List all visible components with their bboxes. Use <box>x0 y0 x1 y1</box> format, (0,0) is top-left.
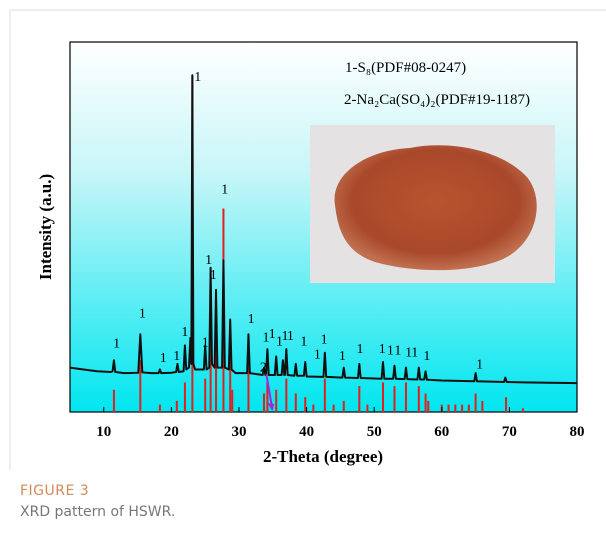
peak-label: 1 <box>339 349 346 364</box>
xrd-line <box>69 74 578 385</box>
x-tick-label: 50 <box>367 424 382 440</box>
plot <box>69 74 578 412</box>
peak-label: 1 <box>387 344 394 359</box>
x-tick-label: 20 <box>164 424 179 440</box>
peak-label: 1 <box>210 268 217 283</box>
peak-label: 1 <box>276 334 283 349</box>
peak-label: 1 <box>113 336 120 351</box>
y-axis-label: Intensity (a.u.) <box>36 174 55 280</box>
peak-label: 1 <box>423 349 430 364</box>
peak-label: 1 <box>300 334 307 349</box>
peak-label: 1 <box>181 325 188 340</box>
peak-label: 1 <box>248 312 255 327</box>
caption-text: XRD pattern of HSWR. <box>20 504 176 520</box>
x-axis-label: 2-Theta (degree) <box>263 447 383 466</box>
peak-label: 1 <box>281 329 288 344</box>
peak-label: 1 <box>194 70 201 85</box>
peak-label: 1 <box>357 342 364 357</box>
photo <box>310 125 555 283</box>
peak-label: 1 <box>205 253 212 268</box>
peak-label: 1 <box>314 347 321 362</box>
peak-label: 1 <box>263 331 270 346</box>
peak-label: 1 <box>411 346 418 361</box>
arrow <box>265 374 274 410</box>
peak-label: 1 <box>139 307 146 322</box>
peak-label: 1 <box>269 327 276 342</box>
legend-text: 2-Na₂Ca(SO₄)₂(PDF#19-1187) <box>344 92 530 108</box>
peak-label: 1 <box>202 336 209 351</box>
peak-label: 1 <box>394 344 401 359</box>
peak-label: 1 <box>221 183 228 198</box>
peak-label: 2 <box>260 360 267 375</box>
arrow-head <box>267 403 275 411</box>
x-tick-label: 60 <box>434 424 449 440</box>
x-tick-label: 30 <box>232 424 247 440</box>
x-tick-label: 80 <box>570 424 585 440</box>
peak-label: 1 <box>476 358 483 373</box>
x-tick-label: 10 <box>96 424 111 440</box>
chart: 1-S₈(PDF#08-0247) 2-Na₂Ca(SO₄)₂(PDF#19-1… <box>9 9 606 470</box>
caption-label: FIGURE 3 <box>20 483 90 499</box>
legend-text: 1-S₈(PDF#08-0247) <box>345 60 466 76</box>
peak-label: 1 <box>321 333 328 348</box>
peak-label: 1 <box>173 349 180 364</box>
x-tick-label: 40 <box>299 424 314 440</box>
peak-label: 1 <box>287 329 294 344</box>
peak-label: 1 <box>379 342 386 357</box>
x-tick-label: 70 <box>502 424 517 440</box>
peak-label: 1 <box>405 346 412 361</box>
peak-label: 1 <box>160 351 167 366</box>
